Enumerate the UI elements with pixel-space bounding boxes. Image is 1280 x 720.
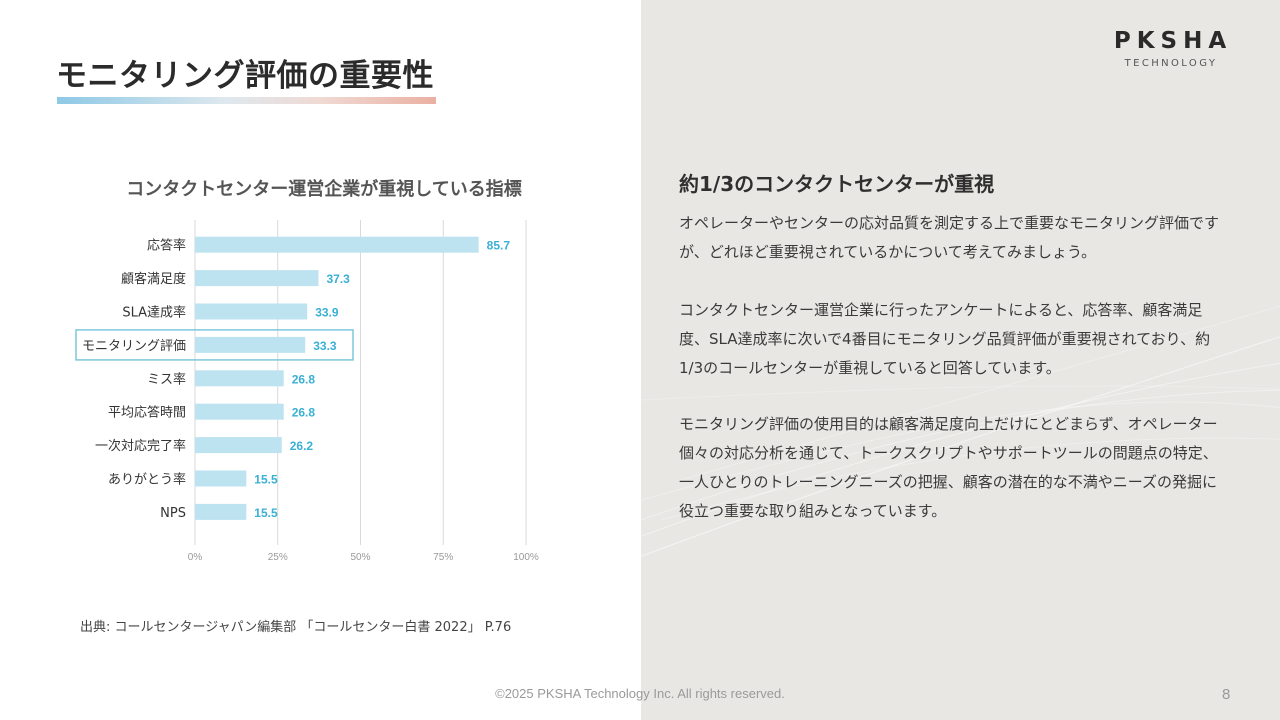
- bar-chart: 0% 25% 50% 75% 100% 応答率 85.7 顧客満足度 37.3 SLA達成率 33.…: [75, 220, 539, 563]
- paragraph-purpose: モニタリング評価の使用目的は顧客満足度向上だけにとどまらず、オペレーター個々の対…: [679, 415, 1218, 520]
- paragraph-intro: オペレーターやセンターの応対品質を測定する上で重要なモニタリング評価ですが、どれ…: [679, 214, 1220, 261]
- x-tick-label: 25%: [268, 552, 288, 563]
- page-title: モニタリング評価の重要性: [56, 58, 434, 94]
- x-tick-label: 100%: [513, 552, 539, 563]
- page-number: 8: [1222, 686, 1231, 703]
- title-underline: [57, 97, 436, 104]
- bar: [195, 303, 308, 320]
- logo-subtitle: TECHNOLOGY: [1124, 58, 1218, 69]
- bar: [195, 403, 284, 420]
- bar: [195, 503, 247, 520]
- right-panel: [641, 0, 1280, 720]
- bar: [195, 336, 306, 353]
- value-label: 26.8: [292, 372, 316, 386]
- value-label: 85.7: [487, 239, 511, 253]
- copyright-footer: ©2025 PKSHA Technology Inc. All rights r…: [495, 686, 785, 701]
- value-label: 15.5: [254, 473, 278, 487]
- category-label: 顧客満足度: [121, 271, 186, 287]
- x-tick-label: 0%: [188, 552, 203, 563]
- bar: [195, 370, 284, 387]
- category-label: SLA達成率: [122, 305, 186, 321]
- category-label: 平均応答時間: [108, 405, 186, 421]
- category-label: NPS: [160, 506, 186, 521]
- value-label: 33.9: [315, 306, 339, 320]
- decorative-lines: [641, 305, 1280, 557]
- bar: [195, 437, 282, 454]
- logo-wordmark: PKSHA: [1113, 28, 1233, 54]
- pksha-logo: PKSHA TECHNOLOGY: [1100, 28, 1240, 69]
- value-label: 26.2: [290, 439, 314, 453]
- category-label: 一次対応完了率: [95, 438, 186, 454]
- value-label: 26.8: [292, 406, 316, 420]
- highlight-box: [75, 329, 354, 361]
- category-label: ミス率: [147, 371, 186, 387]
- bar: [195, 236, 479, 253]
- x-tick-label: 50%: [350, 552, 370, 563]
- bar: [195, 470, 247, 487]
- category-label: ありがとう率: [108, 472, 186, 488]
- paragraph-survey: コンタクトセンター運営企業に行ったアンケートによると、応答率、顧客満足度、SLA…: [679, 301, 1211, 377]
- source-citation: 出典: コールセンタージャパン編集部 「コールセンター白書 2022」 P.76: [80, 620, 512, 635]
- bar: [195, 270, 319, 287]
- value-label: 15.5: [254, 506, 278, 520]
- category-label: 応答率: [147, 238, 186, 254]
- category-label: モニタリング評価: [82, 339, 186, 354]
- chart-title: コンタクトセンター運営企業が重視している指標: [126, 179, 522, 200]
- x-tick-label: 75%: [433, 552, 453, 563]
- value-label: 33.3: [313, 339, 337, 353]
- section-heading: 約1/3のコンタクトセンターが重視: [679, 172, 995, 196]
- value-label: 37.3: [326, 272, 350, 286]
